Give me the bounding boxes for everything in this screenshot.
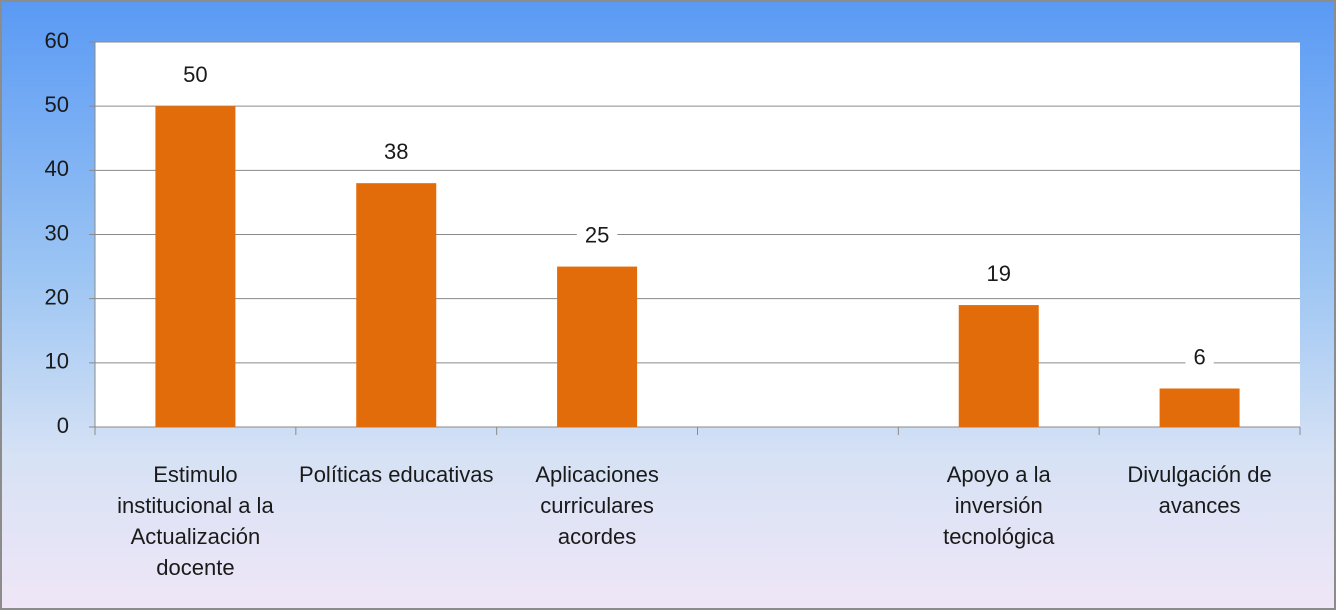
data-label: 6 — [1193, 344, 1205, 369]
y-tick-label: 50 — [45, 92, 69, 117]
data-label: 25 — [585, 222, 609, 247]
bar — [1159, 388, 1240, 427]
bar — [557, 266, 638, 427]
bar — [356, 183, 437, 427]
x-tick-label: Apoyo a la inversión tecnológica — [943, 462, 1055, 549]
y-tick-label: 0 — [57, 413, 69, 438]
bar — [958, 305, 1039, 427]
bar — [155, 106, 236, 428]
data-label-bg — [376, 136, 417, 166]
y-tick-label: 20 — [45, 284, 69, 309]
x-tick-label: Divulgación de avances — [1127, 462, 1272, 518]
data-label-bg — [1185, 342, 1214, 372]
data-label-bg — [175, 59, 216, 89]
x-tick-label: Aplicaciones curriculares acordes — [535, 462, 659, 549]
data-label: 38 — [384, 139, 408, 164]
x-tick-label: Estimulo institucional a la Actualizació… — [117, 462, 274, 580]
data-label: 19 — [987, 261, 1011, 286]
y-tick-label: 10 — [45, 349, 69, 374]
data-label-bg — [576, 220, 618, 250]
y-tick-label: 30 — [45, 220, 69, 245]
y-tick-label: 60 — [45, 28, 69, 53]
y-tick-label: 40 — [45, 156, 69, 181]
data-label: 50 — [183, 62, 207, 87]
x-tick-label: Políticas educativas — [299, 462, 494, 487]
data-label-bg — [978, 258, 1019, 288]
